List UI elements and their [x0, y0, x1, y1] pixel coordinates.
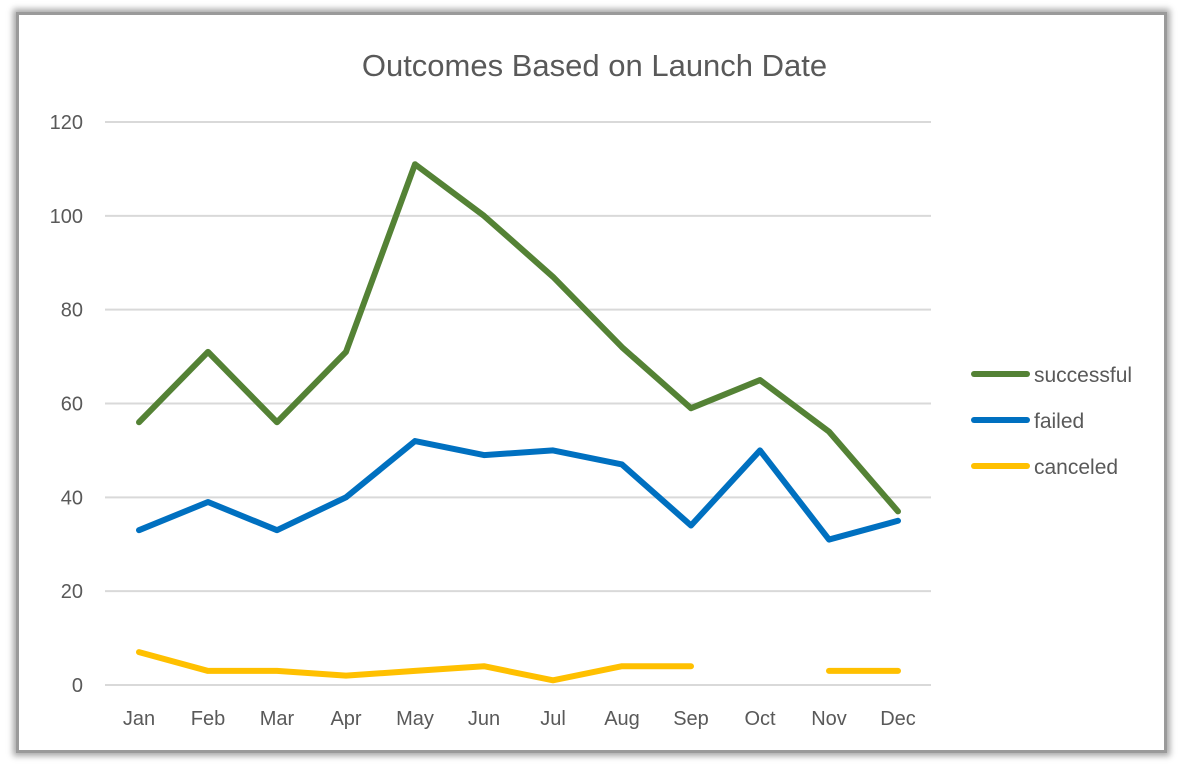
- x-tick-label: Dec: [880, 708, 916, 730]
- y-tick-label: 100: [50, 206, 83, 228]
- x-tick-label: Mar: [260, 708, 295, 730]
- legend-label-successful: successful: [1034, 364, 1132, 387]
- y-tick-label: 60: [61, 394, 83, 416]
- series-line-failed: [136, 438, 901, 543]
- gridlines: [105, 121, 931, 686]
- x-tick-label: Feb: [191, 708, 225, 730]
- x-tick-label: Oct: [744, 708, 776, 730]
- chart-frame: [16, 12, 1167, 753]
- series-line-successful: [136, 161, 901, 515]
- legend: successful failed canceled: [971, 364, 1132, 479]
- y-tick-label: 0: [72, 675, 83, 697]
- series-lines: [136, 161, 901, 684]
- x-tick-label: Aug: [604, 708, 640, 730]
- x-tick-label: Nov: [811, 708, 847, 730]
- x-axis-ticks: Jan Feb Mar Apr May Jun Jul Aug Sep Oct Nov Dec: [123, 708, 916, 730]
- y-tick-label: 120: [50, 112, 83, 134]
- x-tick-label: Apr: [330, 708, 361, 730]
- series-line-canceled-segment-1: [136, 649, 694, 684]
- x-tick-label: Jan: [123, 708, 155, 730]
- y-tick-label: 80: [61, 300, 83, 322]
- legend-label-canceled: canceled: [1034, 456, 1118, 479]
- x-tick-label: Sep: [673, 708, 709, 730]
- y-axis-ticks: 0 20 40 60 80 100 120: [50, 112, 83, 697]
- legend-label-failed: failed: [1034, 410, 1084, 433]
- y-tick-label: 20: [61, 581, 83, 603]
- x-tick-label: Jul: [540, 708, 566, 730]
- x-tick-label: Jun: [468, 708, 500, 730]
- x-tick-label: May: [396, 708, 434, 730]
- chart-title: Outcomes Based on Launch Date: [361, 48, 828, 83]
- y-tick-label: 40: [61, 487, 83, 509]
